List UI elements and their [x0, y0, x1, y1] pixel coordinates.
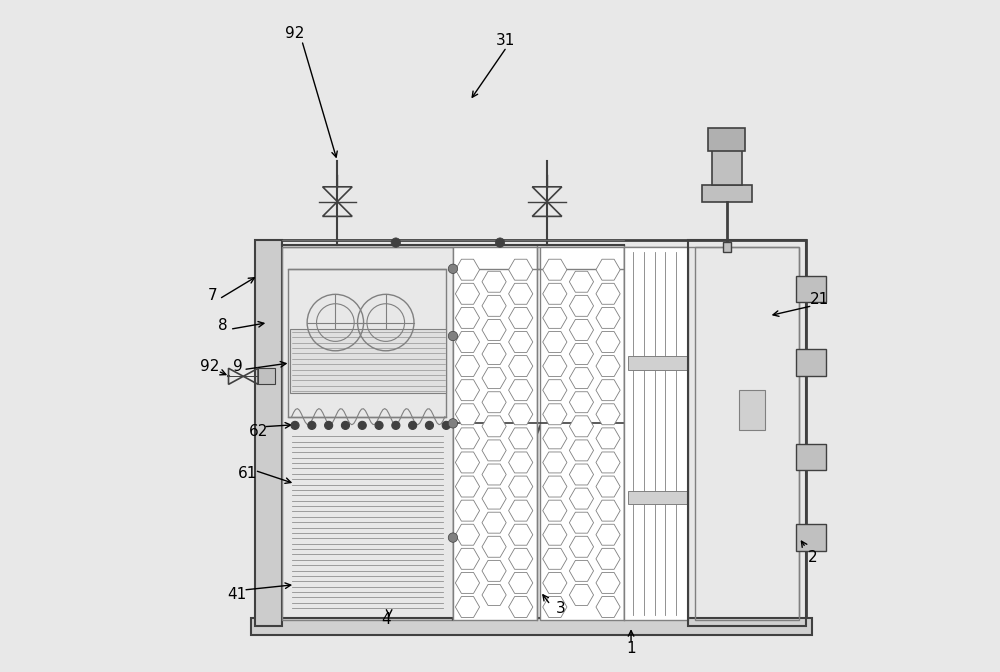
Text: 9: 9: [233, 359, 243, 374]
Bar: [290, 329, 446, 393]
Text: 21: 21: [810, 292, 829, 306]
Bar: [282, 247, 453, 620]
Circle shape: [308, 421, 316, 429]
Text: 8: 8: [218, 319, 228, 333]
Bar: [702, 185, 752, 202]
Circle shape: [442, 421, 450, 429]
Circle shape: [425, 421, 433, 429]
Circle shape: [392, 421, 400, 429]
Bar: [255, 240, 282, 626]
Circle shape: [358, 421, 366, 429]
Circle shape: [409, 421, 417, 429]
Bar: [688, 240, 806, 626]
Bar: [695, 247, 799, 620]
Bar: [251, 618, 812, 635]
Bar: [288, 269, 446, 417]
Text: 62: 62: [248, 424, 268, 439]
Bar: [796, 444, 826, 470]
Bar: [628, 491, 687, 504]
Text: 4: 4: [381, 612, 391, 627]
Bar: [540, 247, 624, 620]
Circle shape: [448, 264, 458, 274]
Bar: [796, 524, 826, 551]
Circle shape: [375, 421, 383, 429]
Bar: [453, 247, 537, 620]
Circle shape: [448, 533, 458, 542]
Text: 92: 92: [285, 26, 305, 41]
Text: 61: 61: [238, 466, 258, 481]
Text: 3: 3: [556, 601, 565, 616]
Text: 41: 41: [227, 587, 246, 602]
Bar: [723, 242, 731, 252]
Bar: [796, 276, 826, 302]
Circle shape: [341, 421, 349, 429]
Text: 7: 7: [208, 288, 217, 303]
Text: 1: 1: [626, 641, 636, 656]
Bar: [739, 390, 765, 430]
Circle shape: [325, 421, 333, 429]
Bar: [261, 247, 799, 620]
Bar: [624, 247, 688, 620]
Circle shape: [291, 421, 299, 429]
Circle shape: [495, 238, 505, 247]
Bar: [708, 128, 745, 151]
Bar: [255, 240, 806, 626]
Circle shape: [448, 331, 458, 341]
Bar: [796, 349, 826, 376]
Bar: [628, 356, 687, 370]
Bar: [258, 368, 275, 384]
Circle shape: [391, 238, 401, 247]
Text: 31: 31: [496, 33, 515, 48]
Bar: [712, 148, 742, 185]
Text: 2: 2: [808, 550, 817, 565]
Text: 92: 92: [200, 359, 219, 374]
Polygon shape: [453, 269, 611, 620]
Circle shape: [448, 419, 458, 428]
